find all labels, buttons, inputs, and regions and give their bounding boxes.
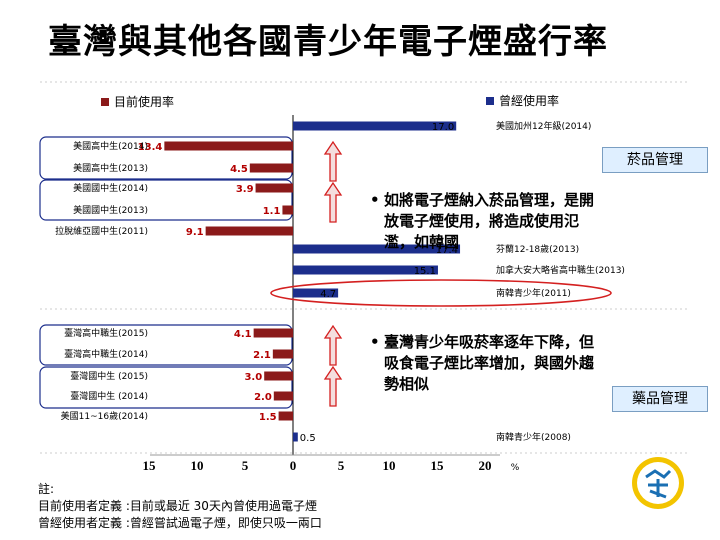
bar-current: [164, 141, 293, 151]
bullet-text: 臺灣青少年吸菸率逐年下降，但吸食電子煙比率增加，與國外趨勢相似: [384, 333, 595, 393]
bar-current: [278, 411, 293, 421]
x-tick-label: 5: [242, 458, 249, 473]
bar-value-label: 9.1: [186, 227, 204, 238]
group-frame-tw-high: [39, 324, 293, 366]
bar-value-label: 4.5: [230, 164, 248, 175]
korea-highlight-circle: [270, 279, 612, 307]
legend-ever-label: 曾經使用率: [499, 93, 559, 108]
bullet-taiwan: • 臺灣青少年吸菸率逐年下降，但吸食電子煙比率增加，與國外趨勢相似: [370, 332, 595, 395]
bar-current: [264, 371, 293, 381]
bar-ever: [293, 121, 457, 131]
up-arrow-icon: [323, 181, 343, 223]
footnote-heading: 註:: [38, 482, 55, 496]
footnote: 註: 目前使用者定義 :目前或最近 30天內曾使用過電子煙 曾經使用者定義 :曾…: [38, 481, 322, 532]
x-tick-label: 15: [431, 458, 445, 473]
bar-current: [255, 183, 293, 193]
category-label: 南韓青少年(2011): [496, 287, 571, 299]
bar-ever: [293, 288, 339, 298]
bar-current: [282, 205, 293, 215]
bar-value-label: 1.5: [259, 412, 277, 423]
bar-current: [249, 163, 293, 173]
legend-ever-swatch: [486, 97, 494, 105]
x-tick-label: 10: [383, 458, 396, 473]
category-label: 美國高中生(2013): [73, 162, 148, 174]
bar-value-label: 17.0: [432, 122, 454, 133]
bullet-dot: •: [370, 191, 380, 209]
footnote-line: 目前使用者定義 :目前或最近 30天內曾使用過電子煙: [38, 499, 317, 513]
group-frame-us-junior: [39, 179, 293, 221]
category-label: 臺灣國中生 (2014): [70, 390, 148, 402]
footnote-line: 曾經使用者定義 :曾經嘗試過電子煙，即使只吸一兩口: [38, 516, 322, 530]
category-label: 臺灣國中生 (2015): [70, 370, 148, 382]
page-title: 臺灣與其他各國青少年電子煙盛行率: [48, 22, 608, 62]
bar-ever: [293, 265, 438, 275]
bar-value-label: 17.4: [436, 245, 458, 256]
x-tick-label: 5: [338, 458, 345, 473]
category-label: 美國11~16歲(2014): [61, 410, 148, 422]
x-tick-label: 0: [290, 458, 297, 473]
bar-current: [272, 349, 293, 359]
bar-ever: [293, 432, 298, 442]
category-label: 美國國中生(2014): [73, 182, 148, 194]
drug-management-box: 藥品管理: [612, 386, 708, 412]
x-tick-label: 20: [479, 458, 492, 473]
category-label: 南韓青少年(2008): [496, 431, 571, 443]
category-label: 拉脫維亞國中生(2011): [55, 225, 148, 237]
bar-value-label: 0.5: [300, 433, 316, 444]
bar-ever: [293, 244, 461, 254]
bar-current: [273, 391, 293, 401]
category-label: 美國加州12年級(2014): [496, 120, 591, 132]
bullet-text: 如將電子煙納入菸品管理，是開放電子煙使用，將造成使用氾濫，如韓國: [384, 191, 595, 251]
bar-current: [205, 226, 293, 236]
bar-value-label: 15.1: [414, 266, 436, 277]
bullet-korea: • 如將電子煙納入菸品管理，是開放電子煙使用，將造成使用氾濫，如韓國: [370, 190, 595, 253]
up-arrow-icon: [323, 140, 343, 182]
category-label: 芬蘭12-18歲(2013): [496, 243, 579, 255]
up-arrow-icon: [323, 324, 343, 366]
bar-value-label: 3.0: [244, 372, 262, 383]
group-frame-us-high: [39, 136, 293, 180]
x-tick-label: 15: [143, 458, 157, 473]
category-label: 臺灣高中職生(2014): [64, 348, 148, 360]
agency-logo-icon: [632, 457, 684, 509]
bar-current: [253, 328, 293, 338]
category-label: 美國國中生(2013): [73, 204, 148, 216]
x-tick-label: 10: [191, 458, 204, 473]
up-arrow-icon: [323, 365, 343, 407]
bar-value-label: 3.9: [236, 184, 254, 195]
bar-value-label: 2.1: [253, 350, 271, 361]
bar-value-label: 4.1: [234, 329, 252, 340]
x-unit-label: %: [511, 463, 520, 473]
bullet-dot: •: [370, 333, 380, 351]
bar-value-label: 4.7: [320, 289, 336, 300]
category-label: 美國高中生(2014): [73, 140, 148, 152]
bar-value-label: 1.1: [263, 206, 281, 217]
group-frame-tw-junior: [39, 366, 293, 409]
category-label: 臺灣高中職生(2015): [64, 327, 148, 339]
category-label: 加拿大安大略省高中職生(2013): [496, 264, 625, 276]
legend-current-swatch: [101, 98, 109, 106]
bar-value-label: 13.4: [138, 142, 163, 153]
bar-value-label: 2.0: [254, 392, 272, 403]
legend-current-label: 目前使用率: [114, 94, 174, 109]
tobacco-management-box: 菸品管理: [602, 147, 708, 173]
